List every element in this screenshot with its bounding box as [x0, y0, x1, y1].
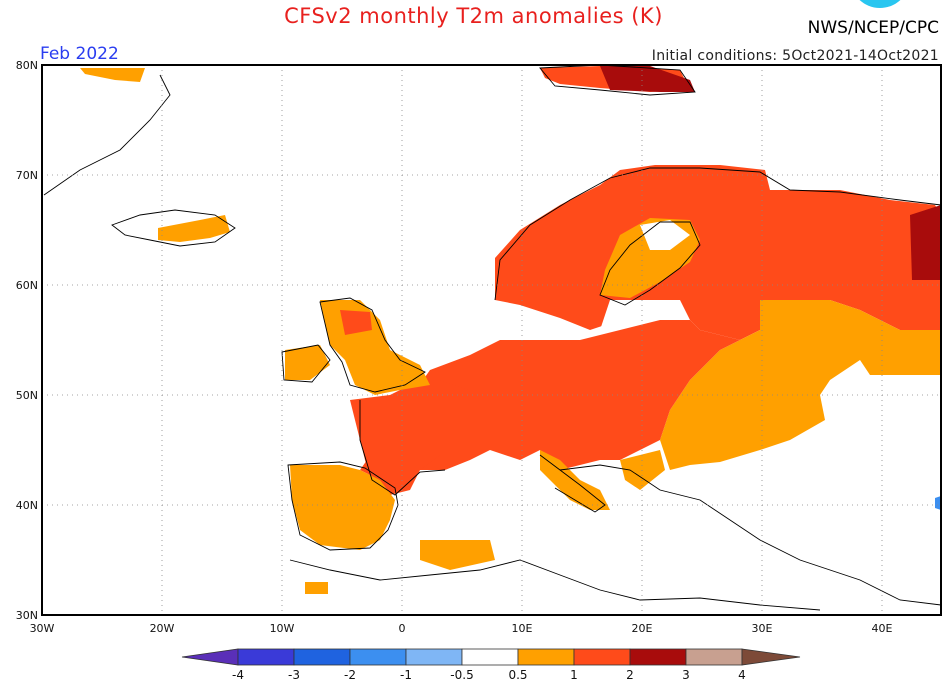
- colorbar-box: [461, 648, 519, 666]
- chart-title: CFSv2 monthly T2m anomalies (K): [284, 4, 663, 28]
- iceland-anomaly: [158, 215, 230, 242]
- lon-label: 30E: [752, 622, 773, 635]
- east-europe-anomaly: [660, 300, 941, 470]
- forecast-month: Feb 2022: [40, 44, 119, 64]
- svalbard-strong-anomaly: [600, 66, 695, 92]
- scandinavia-coast: [494, 167, 942, 301]
- map-frame: [41, 64, 942, 616]
- lon-label: 10E: [512, 622, 533, 635]
- colorbar-box: [237, 648, 295, 666]
- colorbar-box: [405, 648, 463, 666]
- anomaly-fills: [80, 66, 941, 594]
- lon-label: 10W: [270, 622, 295, 635]
- lat-label: 30N: [16, 609, 38, 622]
- graticule: [42, 65, 941, 615]
- britain-coast: [319, 297, 426, 393]
- lat-label: 50N: [16, 389, 38, 402]
- scotland-anomaly: [340, 310, 372, 335]
- morocco-anomaly: [305, 582, 328, 594]
- colorbar-label: 0.5: [508, 668, 528, 682]
- iceland-coast: [111, 209, 236, 247]
- lon-label: 0: [399, 622, 406, 635]
- gulf-of-bothnia-coast: [599, 221, 701, 306]
- colorbar-label: 2: [626, 668, 634, 682]
- ireland-anomaly: [285, 345, 330, 380]
- france-coast: [359, 400, 446, 496]
- scandinavia-russia-anomaly: [495, 165, 941, 340]
- colorbar-box: [685, 648, 743, 666]
- colorbar-label: -1: [400, 668, 412, 682]
- colorbar-arrow-high: [741, 648, 801, 666]
- north-africa-coast: [289, 559, 821, 611]
- lon-label: 40E: [872, 622, 893, 635]
- colorbar-box: [349, 648, 407, 666]
- lat-label: 80N: [16, 59, 38, 72]
- colorbar-box: [517, 648, 575, 666]
- colorbar-label: 4: [738, 668, 746, 682]
- noaa-logo-icon: [859, 0, 901, 8]
- france-anomaly: [350, 380, 470, 495]
- north-africa-anomaly: [420, 540, 495, 570]
- lon-label: 20E: [632, 622, 653, 635]
- ireland-coast: [281, 344, 331, 383]
- colorbar-box: [293, 648, 351, 666]
- colorbar-label: 3: [682, 668, 690, 682]
- colorbar: [181, 648, 801, 666]
- balkans-anomaly: [620, 450, 665, 490]
- greenland-coast: [43, 74, 171, 196]
- ne-russia-strong-anomaly: [910, 205, 941, 280]
- colorbar-box: [629, 648, 687, 666]
- iberia-anomaly: [290, 465, 395, 550]
- lon-label: 30W: [30, 622, 55, 635]
- colorbar-label: -4: [232, 668, 244, 682]
- initial-conditions: Initial conditions: 5Oct2021-14Oct2021: [651, 48, 939, 64]
- coastlines: [43, 64, 942, 611]
- lon-axis: 30W 20W 10W 0 10E 20E 30E 40E: [30, 622, 893, 635]
- iberia-coast: [287, 461, 399, 551]
- colorbar-label: -2: [344, 668, 356, 682]
- lat-axis: 80N 70N 60N 50N 40N 30N: [16, 59, 38, 622]
- colorbar-label: -0.5: [450, 668, 474, 682]
- agency-label: NWS/NCEP/CPC: [807, 18, 939, 38]
- colorbar-box: [573, 648, 631, 666]
- balkan-turkey-coast: [559, 464, 942, 606]
- colorbar-arrow-low: [181, 648, 239, 666]
- caspian-cool-anomaly: [935, 496, 941, 510]
- lat-label: 60N: [16, 279, 38, 292]
- greenland-anomaly: [80, 68, 145, 82]
- colorbar-label: -3: [288, 668, 300, 682]
- lat-label: 70N: [16, 169, 38, 182]
- colorbar-label: 1: [570, 668, 578, 682]
- lat-label: 40N: [16, 499, 38, 512]
- lon-label: 20W: [150, 622, 175, 635]
